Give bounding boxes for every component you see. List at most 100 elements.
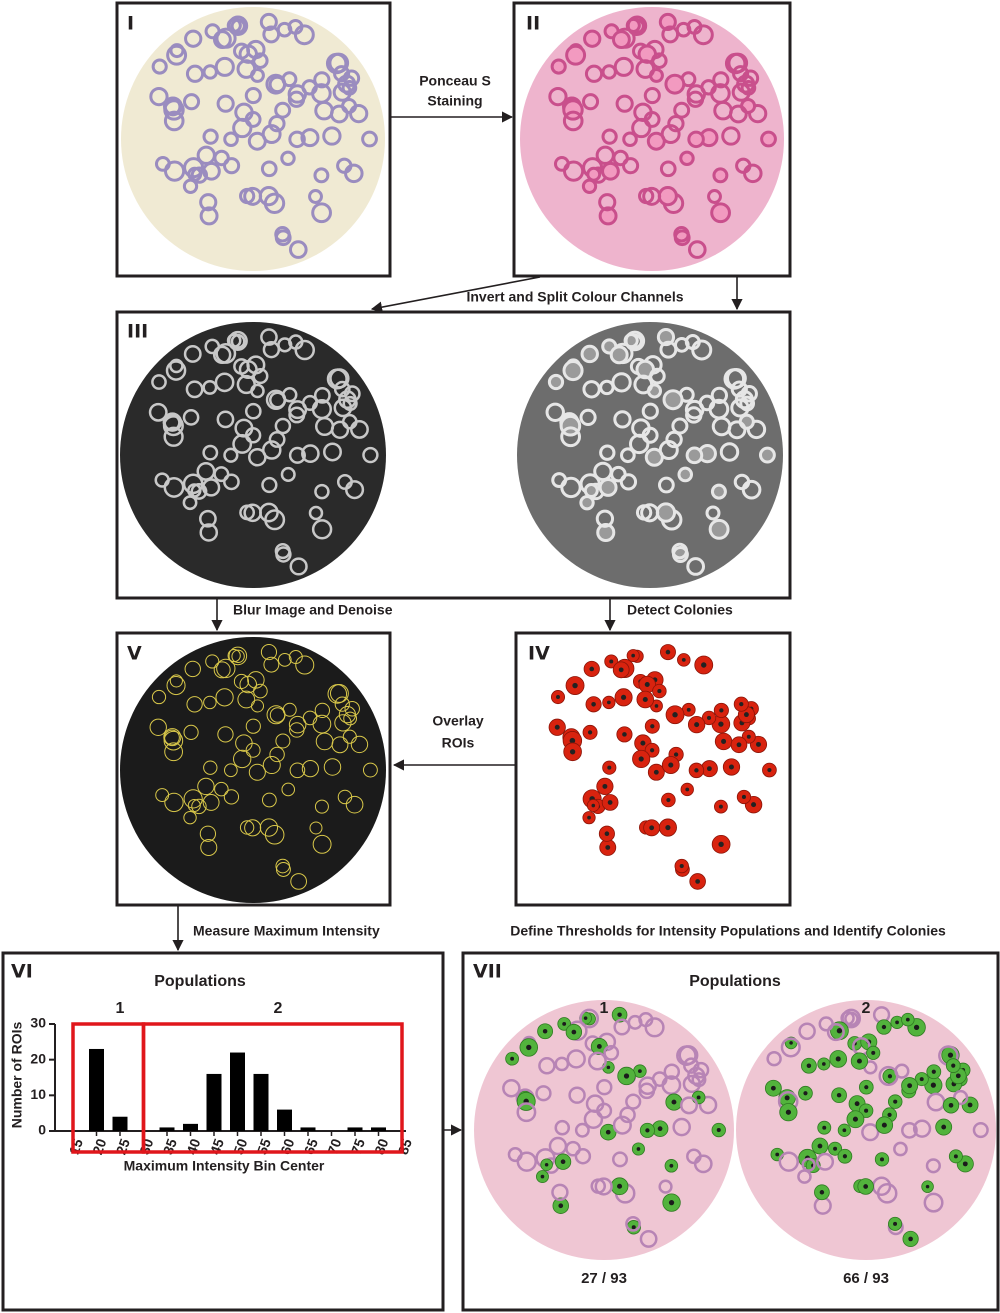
colony xyxy=(301,760,319,778)
colony-center xyxy=(919,1077,924,1082)
colony xyxy=(925,1158,941,1174)
colony xyxy=(289,762,306,779)
colony xyxy=(579,1008,600,1029)
colony-center xyxy=(716,1128,721,1133)
colony xyxy=(277,653,292,667)
colony xyxy=(780,1037,801,1058)
colony xyxy=(758,446,776,464)
colony-center xyxy=(863,1184,869,1189)
panel-label: V xyxy=(127,643,142,665)
colony xyxy=(212,345,232,365)
colony xyxy=(687,1066,706,1086)
colony xyxy=(288,650,303,665)
colony xyxy=(308,189,323,204)
colony xyxy=(199,193,218,212)
step-label: Staining xyxy=(427,93,482,109)
colony-center xyxy=(609,659,614,664)
colony-center xyxy=(637,1069,642,1074)
colony xyxy=(598,193,617,212)
colony-center xyxy=(746,734,751,739)
colony xyxy=(313,386,331,404)
colony xyxy=(202,128,219,145)
colony-center xyxy=(893,1221,898,1226)
colony-center xyxy=(605,1129,611,1135)
colony xyxy=(338,706,357,724)
colony-center xyxy=(881,1024,887,1030)
colony-center xyxy=(789,1041,793,1045)
colony xyxy=(148,402,168,422)
colony xyxy=(562,160,585,182)
colony xyxy=(362,446,379,464)
colony xyxy=(601,161,620,181)
colony xyxy=(580,344,599,364)
colony xyxy=(268,114,286,133)
colony-center xyxy=(751,802,757,808)
colony xyxy=(164,792,184,813)
colony xyxy=(516,1102,537,1123)
step-label: ROIs xyxy=(442,735,475,751)
colony xyxy=(601,128,618,145)
colony xyxy=(184,29,203,48)
colony xyxy=(626,15,648,37)
colony xyxy=(698,1095,718,1115)
colony xyxy=(185,64,205,83)
colony xyxy=(878,1065,899,1087)
colony-center xyxy=(640,740,646,746)
colony xyxy=(309,821,323,835)
colony xyxy=(343,385,361,403)
colony-center xyxy=(657,689,662,694)
colony-center xyxy=(587,815,591,820)
colony xyxy=(661,25,680,44)
colony xyxy=(288,715,307,734)
colony xyxy=(294,339,316,361)
colony-center xyxy=(895,1020,899,1025)
colony xyxy=(261,476,278,494)
colony xyxy=(361,130,378,148)
colony xyxy=(166,44,188,66)
colony xyxy=(684,399,705,420)
step-label: Blur Image and Denoise xyxy=(233,602,393,618)
colony xyxy=(667,114,685,133)
colony-center xyxy=(636,1147,641,1151)
colony-center xyxy=(696,1095,701,1100)
colony xyxy=(274,226,291,243)
colony xyxy=(290,873,308,890)
colony xyxy=(336,157,353,174)
colony xyxy=(625,1215,641,1232)
colony xyxy=(658,1179,673,1194)
colony xyxy=(613,56,634,77)
colony-center xyxy=(948,1103,954,1108)
step-label: Define Thresholds for Intensity Populati… xyxy=(510,923,946,939)
colony xyxy=(239,675,258,694)
colony-center xyxy=(653,769,659,775)
colony xyxy=(266,705,286,725)
bar xyxy=(89,1048,104,1131)
colony xyxy=(342,69,361,87)
colony xyxy=(190,482,208,500)
colony xyxy=(184,660,201,678)
colony-center xyxy=(822,1062,826,1066)
colony-center xyxy=(685,787,690,792)
colony-center xyxy=(542,1028,548,1034)
colony xyxy=(312,834,332,854)
colony xyxy=(502,1078,521,1098)
colony-center xyxy=(881,1122,887,1128)
colony xyxy=(595,509,615,528)
panel-label: VI xyxy=(11,961,33,983)
colony-count: 66 / 93 xyxy=(843,1270,889,1287)
colony xyxy=(313,167,330,184)
colony xyxy=(314,799,329,814)
colony xyxy=(625,1093,642,1110)
colony xyxy=(599,444,616,461)
colony xyxy=(261,792,277,808)
step-label: Detect Colonies xyxy=(627,602,733,618)
colony-center xyxy=(607,765,612,770)
colony xyxy=(658,440,679,461)
colony xyxy=(516,1151,537,1172)
colony xyxy=(265,73,287,95)
colony xyxy=(262,340,281,359)
colony xyxy=(314,702,331,719)
colony-center xyxy=(589,666,595,672)
colony xyxy=(633,374,654,395)
colony-center xyxy=(672,712,678,718)
